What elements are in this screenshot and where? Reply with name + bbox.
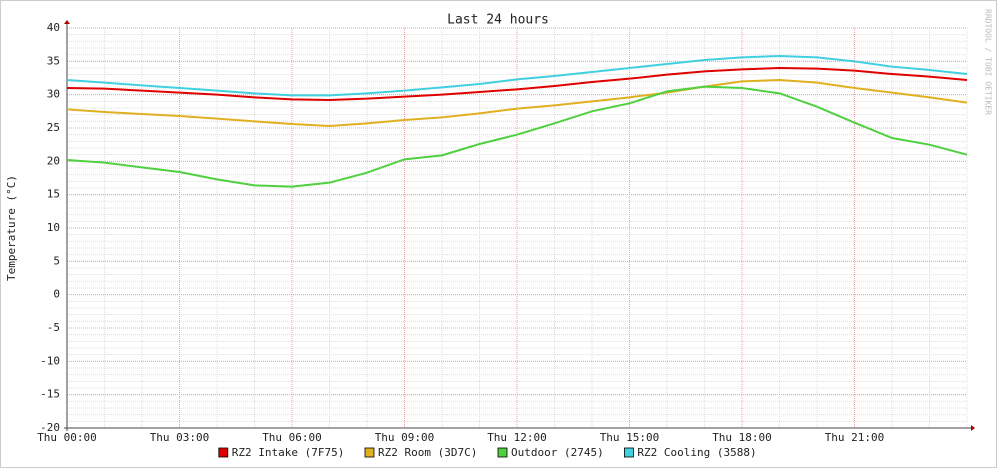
y-tick-label: 10 [47, 221, 60, 234]
data-line [66, 85, 968, 188]
y-tick-label: 30 [47, 88, 60, 101]
x-tick-label: Thu 21:00 [825, 431, 885, 444]
x-tick-label: Thu 03:00 [150, 431, 210, 444]
x-tick-label: Thu 00:00 [37, 431, 97, 444]
y-tick-label: 25 [47, 121, 60, 134]
y-tick-label: -5 [47, 321, 60, 334]
axis-arrow [971, 425, 975, 431]
y-tick-label: 15 [47, 188, 60, 201]
legend-label: RZ2 Intake (7F75) [232, 446, 345, 459]
y-axis-label: Temperature (°C) [5, 175, 18, 281]
y-tick-label: -15 [40, 388, 60, 401]
y-tick-label: 35 [47, 54, 60, 67]
data-line [66, 54, 968, 97]
axis-arrow [64, 20, 70, 24]
y-tick-label: 20 [47, 154, 60, 167]
x-tick-label: Thu 12:00 [487, 431, 547, 444]
legend-swatch [218, 447, 229, 458]
y-tick-label: 0 [53, 288, 60, 301]
legend-label: Outdoor (2745) [511, 446, 604, 459]
legend-swatch [497, 447, 508, 458]
y-tick-label: -20 [40, 421, 60, 434]
chart-title: Last 24 hours [447, 13, 549, 28]
y-tick-label: 40 [47, 21, 60, 34]
x-tick-label: Thu 15:00 [600, 431, 660, 444]
data-line [66, 66, 968, 102]
data-line [66, 78, 968, 128]
legend-label: RZ2 Cooling (3588) [637, 446, 756, 459]
watermark: RRDTOOL / TOBI OETIKER [984, 9, 993, 115]
legend-swatch [624, 447, 634, 458]
x-tick-label: Thu 09:00 [375, 431, 435, 444]
legend-label: RZ2 Room (3D7C) [378, 446, 477, 459]
y-tick-label: -10 [40, 354, 60, 367]
x-tick-label: Thu 18:00 [712, 431, 772, 444]
x-tick-label: Thu 06:00 [262, 431, 322, 444]
legend-swatch [364, 447, 375, 458]
y-tick-label: 5 [53, 254, 60, 267]
